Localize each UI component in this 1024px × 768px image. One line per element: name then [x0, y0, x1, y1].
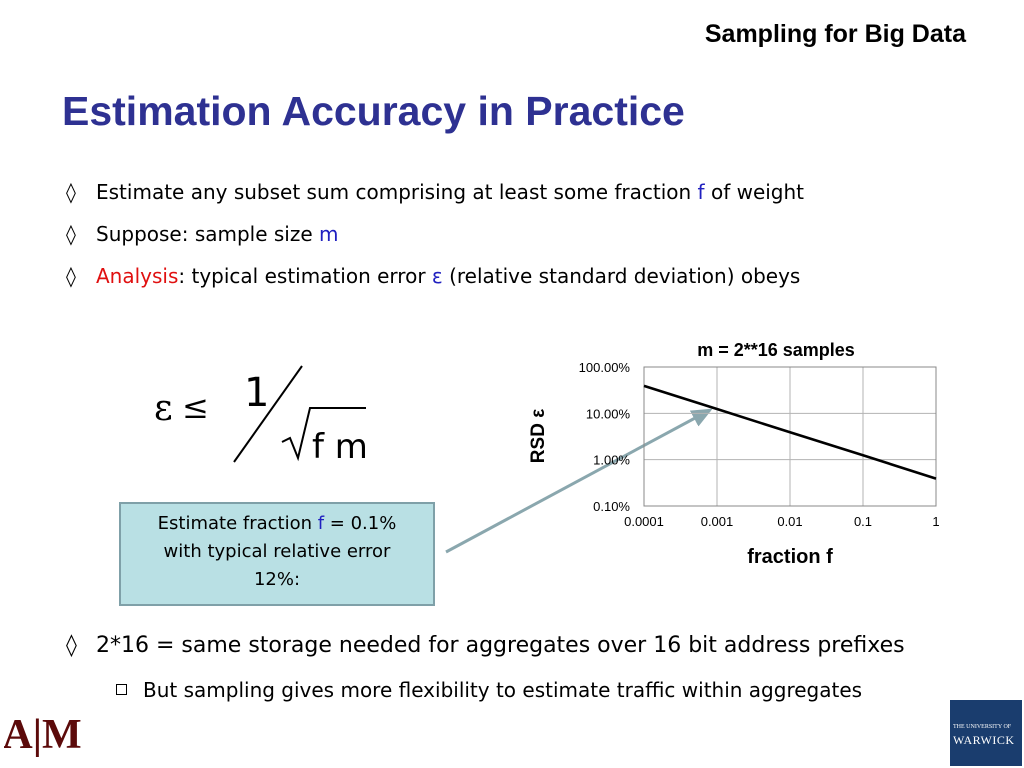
bullet-1-text: Estimate any subset sum comprising at le…: [96, 180, 698, 204]
chart-series: [643, 384, 937, 480]
y-axis-ticks: 0.10% 1.00% 10.00% 100.00%: [579, 360, 631, 514]
x-tick-label: 0.1: [854, 514, 872, 529]
bullet-2-text: Suppose: sample size: [96, 222, 320, 246]
formula-leq: ≤: [182, 388, 209, 426]
error-formula: ε ≤ 1 f m: [154, 365, 368, 467]
plot-area-border: [643, 366, 937, 507]
x-tick-label: 1: [932, 514, 939, 529]
callout-text-2: with typical relative error: [163, 541, 391, 562]
bullet-3-highlight: ε: [431, 264, 443, 288]
bullet-2-highlight: m: [319, 222, 339, 246]
warwick-logo-line2: WARWICK: [953, 733, 1015, 747]
y-tick-label: 1.00%: [593, 453, 630, 468]
bullet-4-text: 2*16 = same storage needed for aggregate…: [96, 633, 905, 658]
callout-box: Estimate fraction f = 0.1% with typical …: [119, 502, 435, 606]
slide-title: Estimation Accuracy in Practice: [62, 88, 685, 134]
bullet-3-text-end: (relative standard deviation) obeys: [442, 264, 801, 288]
warwick-logo-line1: THE UNIVERSITY OF: [953, 724, 1012, 730]
x-tick-label: 0.01: [777, 514, 802, 529]
bullet-1-highlight: f: [697, 180, 705, 204]
diamond-bullet-icon: ◊: [66, 264, 76, 288]
formula-numerator: 1: [244, 370, 269, 416]
square-bullet-icon: [116, 684, 127, 695]
y-tick-label: 10.00%: [586, 406, 631, 421]
x-tick-label: 0.001: [701, 514, 734, 529]
atm-logo: A|M: [4, 712, 82, 758]
x-axis-ticks: 0.0001 0.001 0.01 0.1 1: [624, 514, 940, 529]
bullet-4: ◊ 2*16 = same storage needed for aggregat…: [66, 633, 905, 658]
warwick-logo: THE UNIVERSITY OF WARWICK: [950, 700, 1022, 766]
series-line: [643, 384, 937, 480]
formula-epsilon: ε: [154, 388, 173, 429]
bullet-1: ◊ Estimate any subset sum comprising at l…: [66, 180, 804, 204]
y-tick-label: 100.00%: [579, 360, 631, 375]
chart-grid: [643, 366, 937, 507]
callout-text-1-end: = 0.1%: [324, 513, 397, 534]
formula-fraction-slash: [233, 365, 303, 463]
diamond-bullet-icon: ◊: [66, 180, 76, 204]
bullet-2: ◊ Suppose: sample size m: [66, 222, 339, 246]
header-title: Sampling for Big Data: [704, 20, 966, 48]
sub-bullet-text: But sampling gives more flexibility to e…: [143, 678, 863, 702]
x-tick-label: 0.0001: [624, 514, 664, 529]
formula-sqrt-sign: [281, 407, 366, 462]
y-tick-label: 0.10%: [593, 499, 630, 514]
formula-radicand: f m: [312, 427, 368, 467]
bullet-3: ◊ Analysis: typical estimation error ε (r…: [66, 264, 800, 288]
bullet-3-lead: Analysis: [96, 264, 179, 288]
atm-logo-text: A|M: [4, 712, 82, 758]
rsd-chart: m = 2**16 samples 0.10% 1.00% 10.00% 100.00…: [528, 340, 940, 568]
callout-arrow-line: [445, 408, 713, 554]
diamond-bullet-icon: ◊: [66, 222, 76, 246]
bullet-1-text-end: of weight: [704, 180, 805, 204]
callout-text-3: 12%:: [253, 569, 301, 590]
sub-bullet: But sampling gives more flexibility to e…: [116, 678, 862, 702]
diamond-bullet-icon: ◊: [66, 633, 77, 658]
chart-title: m = 2**16 samples: [697, 340, 855, 360]
y-axis-label: RSD ε: [528, 409, 549, 463]
callout-highlight: f: [317, 513, 325, 534]
bullet-3-text: : typical estimation error: [178, 264, 432, 288]
callout-text-1: Estimate fraction: [157, 513, 318, 534]
x-axis-label: fraction f: [747, 546, 833, 568]
